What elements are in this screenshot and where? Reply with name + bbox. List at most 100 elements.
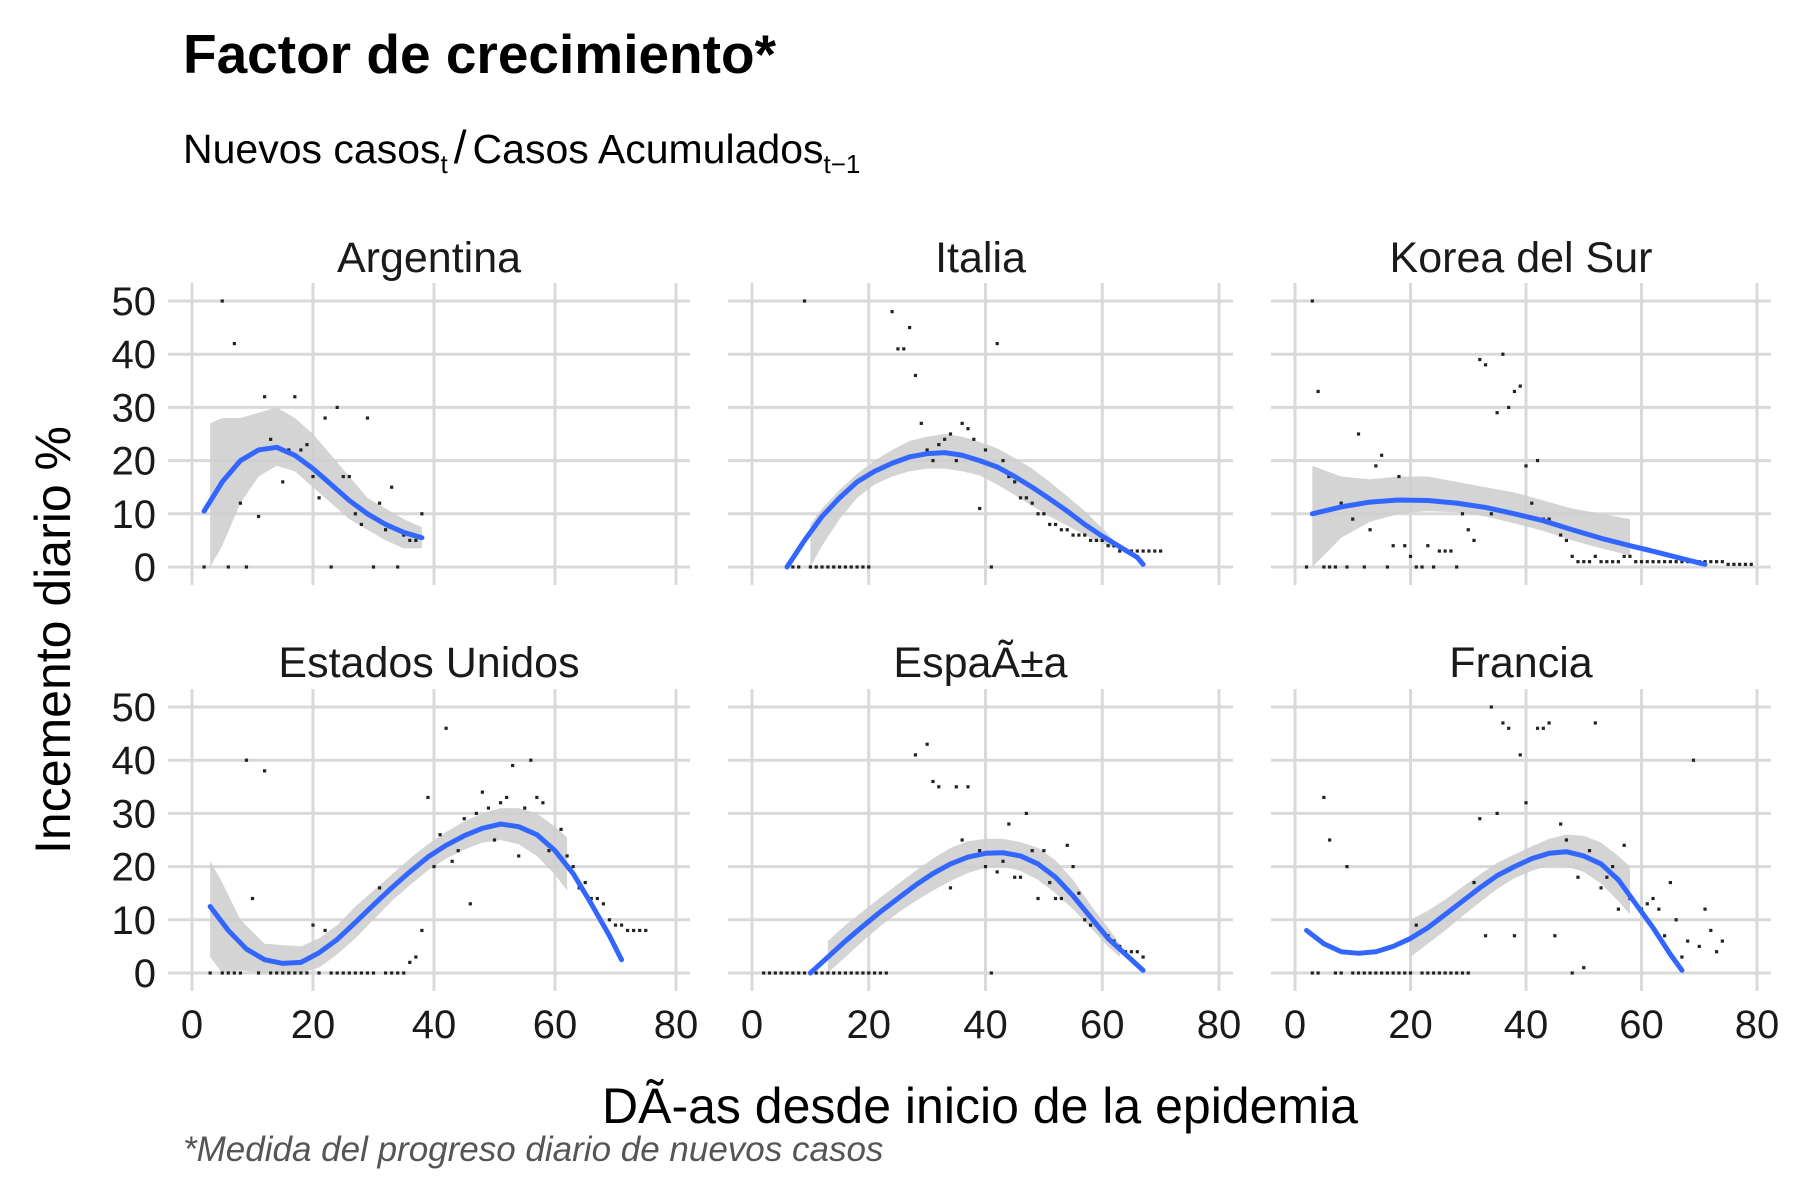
- data-point: [1403, 544, 1407, 548]
- data-point: [250, 896, 255, 901]
- data-point: [966, 427, 970, 431]
- data-point: [1397, 474, 1401, 479]
- x-tick-label: 60: [533, 1003, 578, 1047]
- data-point: [317, 496, 321, 500]
- data-point: [347, 474, 351, 479]
- y-tick-label: 20: [112, 846, 157, 890]
- data-point: [919, 421, 923, 425]
- data-point: [1001, 459, 1005, 463]
- data-point: [1380, 971, 1384, 975]
- data-point: [849, 565, 853, 569]
- data-point: [341, 474, 345, 479]
- data-point: [1065, 528, 1069, 532]
- data-point: [1374, 464, 1378, 468]
- data-point: [1455, 565, 1459, 569]
- data-point: [1129, 950, 1134, 954]
- data-point: [1668, 880, 1672, 885]
- data-point: [1036, 896, 1040, 901]
- data-point: [1024, 811, 1028, 815]
- data-point: [1518, 753, 1522, 757]
- data-point: [837, 565, 842, 569]
- data-point: [995, 341, 999, 346]
- data-point: [402, 533, 406, 537]
- data-point: [1680, 560, 1684, 564]
- data-point: [450, 859, 454, 863]
- data-point: [1582, 966, 1586, 970]
- data-point: [1362, 971, 1366, 975]
- data-point: [601, 902, 605, 906]
- data-point: [867, 565, 871, 569]
- data-point: [396, 565, 400, 569]
- data-point: [281, 480, 285, 484]
- data-point: [1651, 896, 1655, 901]
- data-point: [1071, 533, 1075, 537]
- data-point: [878, 971, 883, 975]
- data-point: [1616, 560, 1620, 564]
- data-point: [1749, 562, 1753, 566]
- data-point: [299, 448, 303, 452]
- data-point: [353, 512, 357, 516]
- data-point: [1668, 560, 1672, 564]
- data-point: [1048, 880, 1052, 885]
- data-point: [281, 971, 285, 975]
- data-point: [571, 865, 575, 869]
- data-point: [802, 971, 807, 975]
- data-point: [365, 416, 370, 420]
- data-point: [1634, 560, 1638, 564]
- data-point: [1697, 944, 1701, 948]
- data-point: [226, 971, 230, 975]
- data-point: [1141, 549, 1145, 553]
- data-point: [559, 827, 563, 831]
- data-point: [1507, 405, 1511, 409]
- data-point: [1512, 934, 1517, 938]
- data-point: [1524, 464, 1528, 468]
- data-point: [644, 928, 648, 933]
- data-point: [1408, 971, 1413, 975]
- data-point: [849, 971, 853, 975]
- data-point: [1053, 522, 1058, 527]
- data-point: [1443, 549, 1447, 553]
- x-tick-label: 80: [1735, 1003, 1780, 1047]
- data-point: [861, 971, 865, 975]
- data-point: [913, 373, 918, 378]
- x-tick-label: 40: [412, 1003, 457, 1047]
- facet-label: Italia: [935, 234, 1026, 282]
- data-point: [1680, 955, 1684, 959]
- data-point: [462, 817, 466, 821]
- data-point: [1024, 496, 1028, 500]
- data-point: [826, 971, 830, 975]
- data-point: [317, 971, 321, 975]
- subtitle-subscript-t-minus-1: t−1: [823, 149, 861, 179]
- data-point: [1460, 512, 1465, 516]
- x-tick-label: 20: [1388, 1003, 1433, 1047]
- data-point: [832, 971, 836, 975]
- data-point: [1645, 560, 1649, 564]
- data-point: [1553, 934, 1557, 938]
- data-point: [1535, 459, 1540, 463]
- data-point: [226, 565, 230, 569]
- facet-label: Korea del Sur: [1390, 234, 1653, 282]
- data-point: [1489, 705, 1493, 709]
- data-point: [619, 923, 624, 927]
- data-point: [323, 928, 327, 933]
- data-point: [408, 538, 412, 542]
- data-point: [1310, 299, 1314, 303]
- data-point: [1351, 971, 1355, 975]
- data-point: [948, 886, 953, 890]
- panel-5: Francia 0 20 40 60 80: [1271, 639, 1779, 1047]
- data-point: [1391, 544, 1395, 548]
- data-point: [1059, 896, 1063, 901]
- y-axis-title: Incemento diario %: [25, 426, 81, 854]
- data-point: [1622, 554, 1626, 558]
- y-tick-label: 40: [112, 333, 157, 377]
- data-point: [1356, 971, 1361, 975]
- data-point: [1628, 554, 1632, 558]
- data-point: [808, 565, 812, 569]
- data-point: [1726, 562, 1730, 566]
- data-point: [390, 971, 394, 975]
- data-point: [1455, 971, 1459, 975]
- x-tick-label: 0: [1284, 1003, 1306, 1047]
- data-point: [1564, 538, 1569, 542]
- data-point: [632, 928, 636, 933]
- data-point: [1356, 432, 1361, 436]
